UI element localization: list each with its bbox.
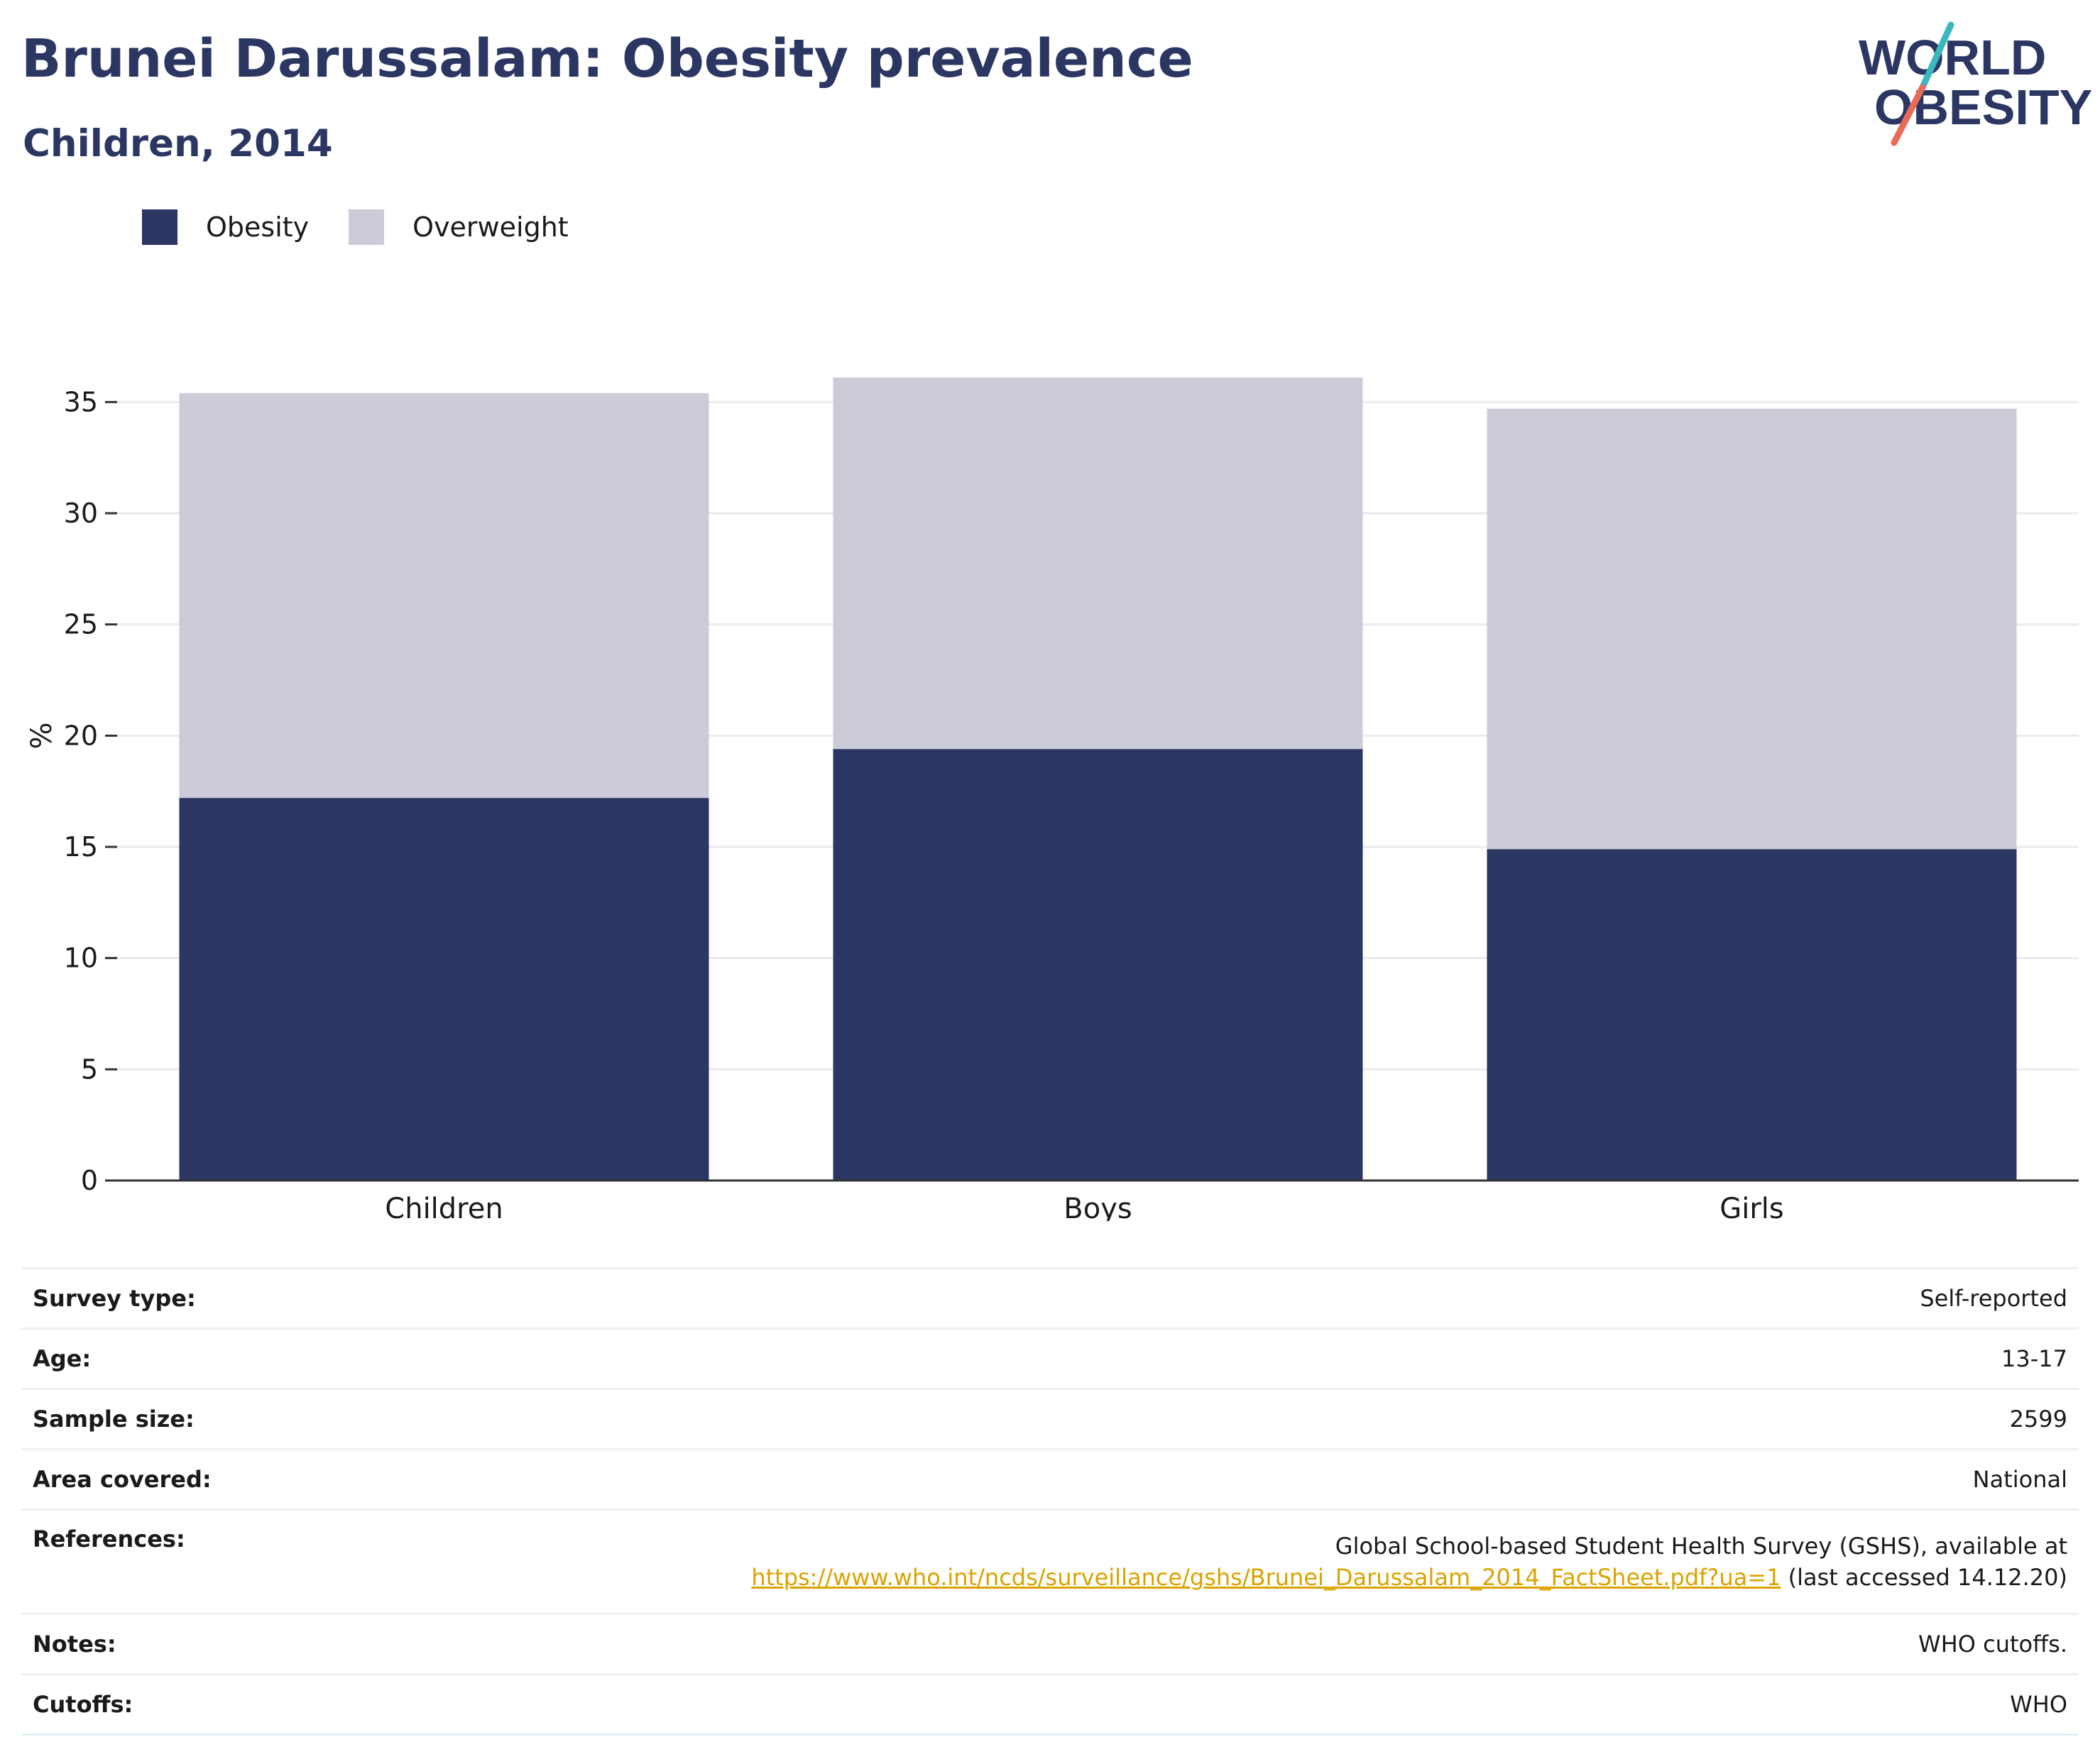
references-value: Global School-based Student Health Surve…	[290, 1508, 2079, 1614]
y-tick-label-30: 30	[64, 498, 98, 529]
cutoffs-value: WHO	[290, 1673, 2079, 1736]
bar-obesity-girls	[1487, 849, 2017, 1181]
cutoffs-label: Cutoffs:	[21, 1673, 290, 1736]
x-tick-label-boys: Boys	[1063, 1193, 1132, 1221]
logo-line1: WORLD	[1859, 30, 2046, 85]
survey-type-label: Survey type:	[21, 1267, 290, 1329]
info-row-sample-size: Sample size: 2599	[21, 1388, 2079, 1450]
logo-line2: OBESITY	[1874, 80, 2092, 135]
info-row-area: Area covered: National	[21, 1448, 2079, 1510]
y-tick-label-0: 0	[81, 1165, 98, 1196]
y-tick-label-25: 25	[64, 609, 98, 640]
legend-swatch-obesity	[142, 209, 177, 245]
info-row-references: References: Global School-based Student …	[21, 1508, 2079, 1614]
y-tick-label-15: 15	[64, 831, 98, 862]
x-tick-label-girls: Girls	[1719, 1193, 1784, 1221]
notes-label: Notes:	[21, 1613, 290, 1675]
info-row-cutoffs: Cutoffs: WHO	[21, 1673, 2079, 1736]
y-tick-label-5: 5	[81, 1053, 98, 1085]
references-link[interactable]: https://www.who.int/ncds/surveillance/gs…	[751, 1564, 1781, 1591]
bar-overweight-children	[179, 393, 709, 799]
x-tick-label-children: Children	[385, 1193, 503, 1221]
area-value: National	[290, 1448, 2079, 1510]
y-tick-label-10: 10	[64, 943, 98, 974]
y-tick-label-35: 35	[64, 386, 98, 417]
legend-item-obesity: Obesity	[142, 209, 309, 245]
sample-size-label: Sample size:	[21, 1388, 290, 1450]
legend-label-obesity: Obesity	[206, 212, 310, 243]
y-tick-label-20: 20	[64, 720, 98, 751]
references-suffix: (last accessed 14.12.20)	[1788, 1564, 2067, 1591]
page-subtitle: Children, 2014	[23, 122, 333, 165]
info-row-notes: Notes: WHO cutoffs.	[21, 1613, 2079, 1675]
bar-overweight-boys	[833, 377, 1363, 750]
area-label: Area covered:	[21, 1448, 290, 1510]
info-row-age: Age: 13-17	[21, 1327, 2079, 1389]
chart-legend: Obesity Overweight	[142, 209, 608, 245]
references-text: Global School-based Student Health Surve…	[1335, 1533, 2067, 1560]
bar-overweight-girls	[1487, 408, 2017, 850]
bar-obesity-boys	[833, 749, 1363, 1181]
world-obesity-logo: WORLD OBESITY	[1859, 21, 2092, 146]
info-row-survey-type: Survey type: Self-reported	[21, 1267, 2079, 1329]
age-label: Age:	[21, 1327, 290, 1389]
legend-swatch-overweight	[349, 209, 385, 245]
sample-size-value: 2599	[290, 1388, 2079, 1450]
age-value: 13-17	[290, 1327, 2079, 1389]
legend-item-overweight: Overweight	[349, 209, 569, 245]
references-label: References:	[21, 1508, 290, 1614]
bar-chart: 0 5 10 15 20 25 30 35% Children Boys Girls	[26, 377, 2079, 1221]
notes-value: WHO cutoffs.	[290, 1613, 2079, 1675]
y-axis-label: %	[26, 722, 58, 749]
page-title: Brunei Darussalam: Obesity prevalence	[21, 28, 1193, 89]
legend-label-overweight: Overweight	[412, 212, 569, 243]
bar-obesity-children	[179, 798, 709, 1181]
survey-type-value: Self-reported	[290, 1267, 2079, 1329]
survey-info-table: Survey type: Self-reported Age: 13-17 Sa…	[21, 1267, 2079, 1736]
